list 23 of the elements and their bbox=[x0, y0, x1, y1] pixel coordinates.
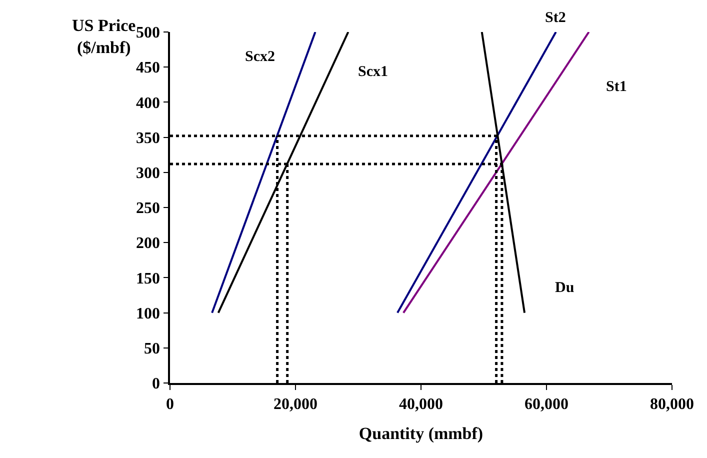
y-tick-label: 500 bbox=[136, 24, 160, 42]
y-tick-label: 300 bbox=[136, 165, 160, 182]
y-tick-label: 100 bbox=[136, 305, 160, 322]
y-tick-label: 200 bbox=[136, 235, 160, 252]
y-tick-label: 400 bbox=[136, 94, 160, 112]
y-tick-label: 250 bbox=[136, 200, 160, 218]
series-label: Scx1 bbox=[358, 64, 388, 80]
x-tick-label: 0 bbox=[166, 396, 174, 413]
series-label: St2 bbox=[545, 10, 566, 26]
y-tick-label: 450 bbox=[136, 60, 160, 77]
x-axis-title: Quantity (mmbf) bbox=[358, 424, 484, 443]
y-tick-label: 0 bbox=[152, 376, 160, 393]
x-tick-label: 20,000 bbox=[274, 396, 318, 413]
text: Du bbox=[555, 280, 574, 296]
x-tick-label: 80,000 bbox=[650, 396, 694, 413]
x-tick-label: 60,000 bbox=[524, 396, 568, 413]
y-tick-label: 50 bbox=[144, 340, 160, 358]
text: St1 bbox=[606, 79, 627, 95]
y-axis-title: US Price ($/mbf) bbox=[72, 16, 136, 58]
y-tick-label: 150 bbox=[136, 270, 160, 288]
y-tick-label: 350 bbox=[136, 130, 160, 147]
series-label: Scx2 bbox=[245, 49, 275, 65]
x-tick-label: 40,000 bbox=[399, 396, 443, 413]
